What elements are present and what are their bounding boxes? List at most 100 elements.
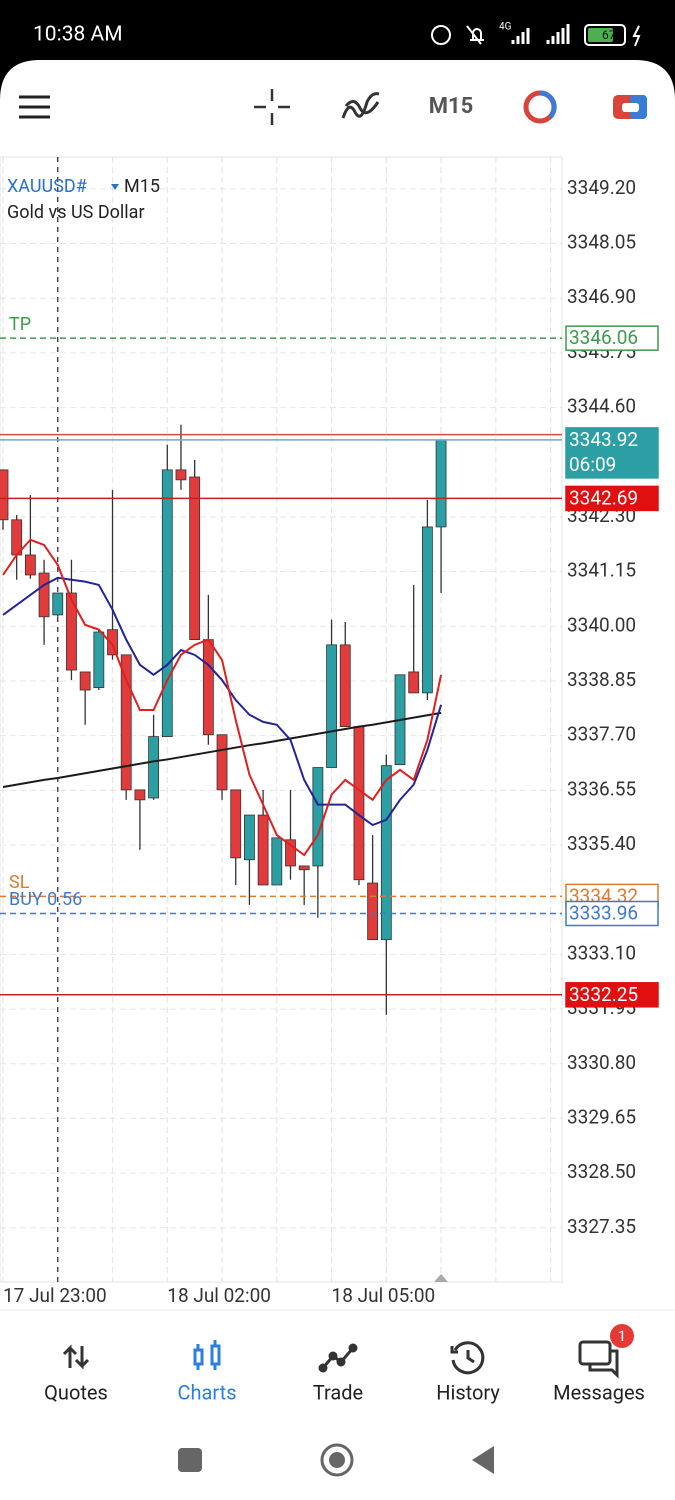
nav-label[interactable]: Messages [553, 1380, 645, 1404]
candle-body [24, 554, 36, 576]
candle-body [216, 734, 228, 791]
price-label: 3346.06 [569, 326, 638, 349]
candle-body [66, 592, 77, 671]
y-tick-label: 3338.85 [567, 668, 636, 691]
candle-body [298, 865, 310, 871]
candle-body [421, 526, 433, 694]
x-tick-label: 18 Jul 02:00 [167, 1284, 271, 1307]
quotes-icon[interactable] [62, 1344, 90, 1370]
candle-body [0, 469, 9, 521]
candle-body [353, 726, 365, 881]
price-label-box [565, 982, 659, 1008]
candle-body [189, 476, 201, 641]
y-tick-label: 3348.05 [567, 231, 636, 254]
symbol[interactable]: XAUUSD# [7, 176, 87, 197]
candle-body [161, 469, 173, 738]
objects-button[interactable] [523, 90, 557, 124]
price-label-box [565, 427, 659, 479]
trade-icon[interactable] [318, 1343, 358, 1373]
scroll-marker [434, 1274, 448, 1282]
symbol-dropdown[interactable] [111, 184, 119, 190]
candle-body [175, 469, 187, 481]
plot [0, 157, 562, 1282]
level-name: TP [9, 314, 31, 335]
indicator-line [2, 538, 443, 857]
network-type: 4G [499, 22, 512, 33]
bottom-nav [0, 1310, 675, 1500]
y-tick-label: 3336.55 [567, 777, 636, 800]
y-tick-label: 3329.65 [567, 1105, 636, 1128]
nav-labels: Quotes Charts Trade History Messages [44, 1380, 645, 1404]
charts-icon[interactable] [193, 1340, 221, 1370]
battery-level: 67 [602, 28, 616, 42]
plot-area[interactable] [0, 156, 563, 1283]
y-tick-label: 3333.10 [567, 941, 636, 964]
candle-body [367, 882, 379, 941]
badge-count: 1 [618, 1327, 626, 1345]
price-label-box [565, 485, 659, 512]
candle-body [134, 789, 146, 801]
nav-label[interactable]: Trade [313, 1380, 363, 1404]
candle-body [120, 654, 132, 791]
home-dot [329, 1452, 345, 1468]
symbol-description: Gold vs US Dollar [7, 202, 145, 223]
x-tick-label: 17 Jul 23:00 [3, 1284, 107, 1307]
status-icons: 4G [431, 22, 641, 47]
level-name: BUY 0.56 [9, 889, 82, 910]
menu-button[interactable] [19, 95, 50, 119]
candle-body [107, 629, 118, 656]
y-tick-label: 3346.90 [567, 285, 636, 308]
status-time: 10:38 AM [33, 23, 123, 47]
x-tick-label: 18 Jul 05:00 [332, 1284, 436, 1307]
nav-label[interactable]: History [436, 1380, 500, 1404]
candle-body [244, 814, 255, 861]
y-tick-label: 3330.80 [567, 1051, 636, 1074]
messages-icon[interactable] [578, 1340, 619, 1379]
price-label-box [565, 900, 659, 927]
badge [610, 1324, 634, 1348]
candle-body [230, 789, 242, 859]
y-tick-label: 3344.60 [567, 395, 636, 418]
y-tick-label: 3328.50 [567, 1160, 636, 1183]
candle-body [435, 439, 447, 528]
recents-button[interactable] [178, 1448, 202, 1472]
nav-label[interactable]: Charts [177, 1380, 236, 1404]
candle-body [326, 644, 337, 768]
level-name: SL [9, 872, 30, 893]
y-tick-label: 3340.00 [567, 613, 636, 636]
back-button[interactable] [472, 1446, 494, 1474]
candle-body [148, 736, 159, 799]
candle-body [339, 644, 351, 728]
candle-body [380, 765, 392, 941]
candle-body [257, 814, 269, 886]
candle-body [38, 572, 50, 618]
candle-body [79, 671, 91, 691]
y-tick-label: 3341.15 [567, 559, 636, 582]
bar-timer: 06:09 [569, 453, 616, 476]
y-tick-label: 3337.70 [567, 723, 636, 746]
trade-button[interactable] [613, 95, 647, 119]
price-label-box [565, 325, 659, 351]
y-tick-label: 3349.20 [567, 176, 636, 199]
indicators-button[interactable] [341, 92, 380, 119]
candle-body [312, 767, 324, 867]
candle-body [285, 839, 296, 867]
candle-body [271, 837, 283, 886]
y-tick-label: 3327.35 [567, 1215, 636, 1238]
crosshair-button[interactable] [254, 89, 290, 125]
home-button[interactable] [320, 1443, 354, 1477]
candle-body [52, 592, 64, 616]
history-icon[interactable] [450, 1341, 485, 1375]
timeframe-button[interactable]: M15 [429, 94, 474, 119]
price-label: 3343.92 [569, 428, 638, 451]
indicator-line [2, 711, 442, 789]
price-label: 3342.69 [569, 486, 638, 509]
price-label: 3333.96 [569, 902, 638, 925]
chart-timeframe: M15 [124, 176, 160, 197]
y-tick-label: 3335.40 [567, 832, 636, 855]
nav-label[interactable]: Quotes [44, 1380, 108, 1404]
indicator-line [2, 576, 443, 827]
candle-body [202, 639, 214, 736]
